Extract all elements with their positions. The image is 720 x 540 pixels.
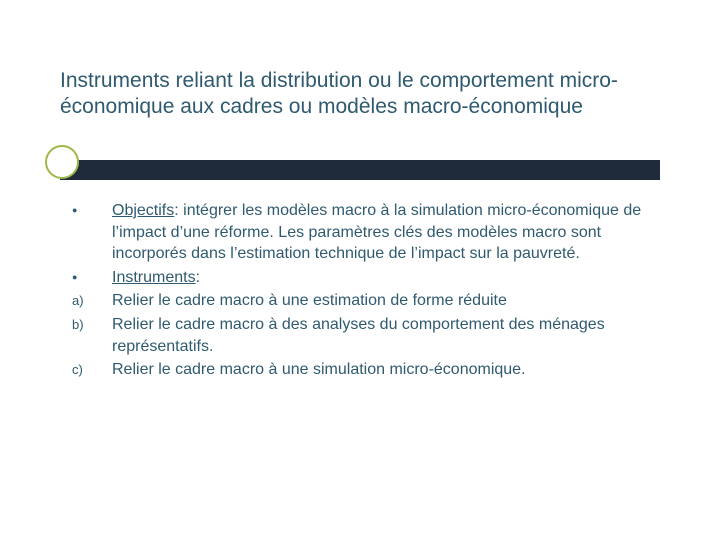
list-item-label: Objectifs xyxy=(112,202,174,219)
list-item-label: Instruments xyxy=(112,269,196,286)
list-item-text: Objectifs: intégrer les modèles macro à … xyxy=(112,200,660,265)
list-marker: a) xyxy=(70,290,112,310)
list-item-text: Instruments: xyxy=(112,267,660,289)
list-marker: c) xyxy=(70,359,112,379)
bullet-icon xyxy=(70,200,112,220)
title-underline-accent-circle xyxy=(45,145,79,179)
bullet-icon xyxy=(70,267,112,287)
slide-title: Instruments reliant la distribution ou l… xyxy=(60,68,660,121)
list-item-body: Relier le cadre macro à des analyses du … xyxy=(112,316,605,355)
list-item: Instruments: xyxy=(70,267,660,289)
list-item: a)Relier le cadre macro à une estimation… xyxy=(70,290,660,312)
list-item-body: Relier le cadre macro à une simulation m… xyxy=(112,361,526,378)
slide: { "colors": { "text": "#2f5a6f", "bar": … xyxy=(0,0,720,540)
list-item-text: Relier le cadre macro à des analyses du … xyxy=(112,314,660,357)
list-item-body: : intégrer les modèles macro à la simula… xyxy=(112,202,641,262)
list-item-text: Relier le cadre macro à une estimation d… xyxy=(112,290,660,312)
list-item-body: : xyxy=(196,269,200,286)
list-item-text: Relier le cadre macro à une simulation m… xyxy=(112,359,660,381)
list-item: c)Relier le cadre macro à une simulation… xyxy=(70,359,660,381)
list-marker: b) xyxy=(70,314,112,334)
list-item: Objectifs: intégrer les modèles macro à … xyxy=(70,200,660,265)
title-underline-bar xyxy=(60,160,660,180)
list-item-body: Relier le cadre macro à une estimation d… xyxy=(112,292,507,309)
slide-body: Objectifs: intégrer les modèles macro à … xyxy=(70,200,660,383)
list-item: b)Relier le cadre macro à des analyses d… xyxy=(70,314,660,357)
